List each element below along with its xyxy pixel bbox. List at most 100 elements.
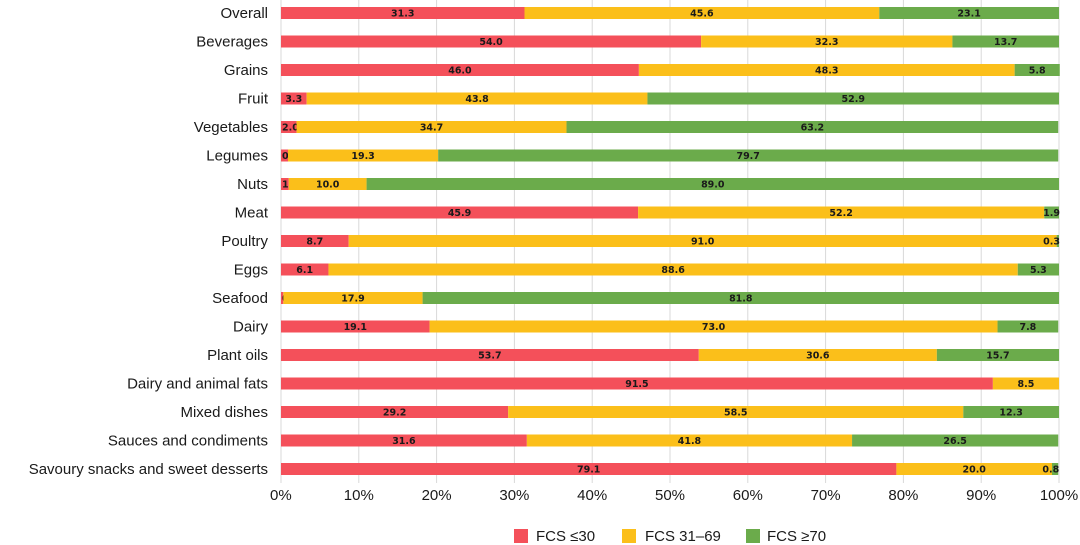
bar-segment-beverages-fcs-30 <box>281 35 702 48</box>
bar-segment-overall-fcs-31-69 <box>524 7 880 19</box>
bar-segment-plant-oils-fcs-31-69 <box>698 349 937 361</box>
category-label-sauces-and-condiments: Sauces and condiments <box>108 433 268 450</box>
bar-segment-savoury-snacks-and-sweet-desserts-fcs-70 <box>1051 463 1059 475</box>
bar-segment-fruit-fcs-70 <box>647 92 1059 105</box>
category-label-nuts: Nuts <box>237 176 268 193</box>
data-label-dairy-fcs-31-69: 73.0 <box>702 322 726 333</box>
bar-segment-poultry-fcs-31-69 <box>348 235 1057 247</box>
data-label-mixed-dishes-fcs-30: 29.2 <box>383 408 406 419</box>
bar-segment-fruit-fcs-31-69 <box>306 92 648 105</box>
data-label-sauces-and-condiments-fcs-31-69: 41.8 <box>678 436 702 447</box>
bar-segment-beverages-fcs-70 <box>952 35 1059 48</box>
legend-swatch-fcs-31-69 <box>622 529 636 543</box>
category-label-overall: Overall <box>220 5 268 22</box>
bar-segment-poultry-fcs-30 <box>281 235 349 247</box>
category-label-mixed-dishes: Mixed dishes <box>180 404 268 421</box>
data-label-seafood-fcs-31-69: 17.9 <box>341 294 364 305</box>
data-label-savoury-snacks-and-sweet-desserts-fcs-30: 79.1 <box>577 465 600 476</box>
x-tick-label: 80% <box>888 487 918 504</box>
data-label-beverages-fcs-70: 13.7 <box>994 37 1017 48</box>
bar-segment-nuts-fcs-30 <box>281 178 289 190</box>
data-label-eggs-fcs-31-69: 88.6 <box>661 265 685 276</box>
data-label-meat-fcs-31-69: 52.2 <box>829 208 852 219</box>
data-label-overall-fcs-31-69: 45.6 <box>690 9 714 20</box>
category-label-savoury-snacks-and-sweet-desserts: Savoury snacks and sweet desserts <box>29 461 268 478</box>
data-label-vegetables-fcs-30: 2.0 <box>282 123 299 134</box>
bar-segment-grains-fcs-70 <box>1014 64 1060 76</box>
bar-segment-nuts-fcs-31-69 <box>288 178 367 190</box>
bar-segment-dairy-and-animal-fats-fcs-30 <box>281 377 993 390</box>
bar-segment-plant-oils-fcs-70 <box>936 349 1059 361</box>
data-label-poultry-fcs-70: 0.3 <box>1043 237 1060 248</box>
bar-segment-mixed-dishes-fcs-70 <box>963 406 1059 418</box>
bar-segment-sauces-and-condiments-fcs-30 <box>281 434 527 447</box>
data-label-legumes-fcs-31-69: 19.3 <box>351 151 374 162</box>
data-label-mixed-dishes-fcs-70: 12.3 <box>999 408 1022 419</box>
category-label-legumes: Legumes <box>206 148 268 165</box>
data-label-eggs-fcs-70: 5.3 <box>1030 265 1047 276</box>
data-label-plant-oils-fcs-31-69: 30.6 <box>806 351 830 362</box>
legend-swatch-fcs-30 <box>514 529 528 543</box>
bar-segment-mixed-dishes-fcs-30 <box>281 406 509 418</box>
data-label-eggs-fcs-30: 6.1 <box>296 265 313 276</box>
category-labels: Overall Beverages Grains Fruit Vegetables Leg… <box>29 5 269 478</box>
data-label-seafood-fcs-70: 81.8 <box>729 294 753 305</box>
data-label-overall-fcs-30: 31.3 <box>391 9 414 20</box>
category-label-grains: Grains <box>224 62 268 79</box>
data-label-grains-fcs-70: 5.8 <box>1029 66 1046 77</box>
data-label-mixed-dishes-fcs-31-69: 58.5 <box>724 408 747 419</box>
legend-label-fcs-70: FCS ≥70 <box>767 528 826 545</box>
bar-segment-dairy-and-animal-fats-fcs-31-69 <box>992 377 1059 390</box>
bar-segment-sauces-and-condiments-fcs-70 <box>852 434 1059 447</box>
bar-segment-mixed-dishes-fcs-31-69 <box>508 406 964 418</box>
x-tick-label: 20% <box>422 487 452 504</box>
data-label-nuts-fcs-70: 89.0 <box>701 180 725 191</box>
bar-segment-meat-fcs-70 <box>1044 206 1059 219</box>
data-label-grains-fcs-30: 46.0 <box>448 66 472 77</box>
bar-segment-savoury-snacks-and-sweet-desserts-fcs-30 <box>281 463 897 475</box>
data-label-meat-fcs-70: 1.9 <box>1043 208 1060 219</box>
data-label-beverages-fcs-31-69: 32.3 <box>815 37 838 48</box>
bar-segment-poultry-fcs-70 <box>1056 235 1059 247</box>
x-tick-label: 30% <box>499 487 529 504</box>
bar-segment-seafood-fcs-70 <box>422 292 1059 304</box>
category-label-poultry: Poultry <box>221 233 268 250</box>
data-label-poultry-fcs-30: 8.7 <box>306 237 323 248</box>
data-label-plant-oils-fcs-30: 53.7 <box>478 351 501 362</box>
category-label-dairy: Dairy <box>233 319 269 336</box>
data-label-dairy-and-animal-fats-fcs-30: 91.5 <box>625 379 648 390</box>
data-label-meat-fcs-30: 45.9 <box>448 208 471 219</box>
x-tick-label: 10% <box>344 487 374 504</box>
data-label-savoury-snacks-and-sweet-desserts-fcs-70: 0.8 <box>1042 465 1059 476</box>
data-label-savoury-snacks-and-sweet-desserts-fcs-31-69: 20.0 <box>962 465 986 476</box>
category-label-meat: Meat <box>235 205 269 222</box>
category-label-seafood: Seafood <box>212 290 268 307</box>
bar-segment-beverages-fcs-31-69 <box>701 35 953 48</box>
x-tick-label: 60% <box>733 487 763 504</box>
bar-segment-eggs-fcs-70 <box>1017 263 1059 276</box>
legend-label-fcs-31-69: FCS 31–69 <box>645 528 721 545</box>
data-label-dairy-fcs-30: 19.1 <box>344 322 367 333</box>
category-label-plant-oils: Plant oils <box>207 347 268 364</box>
bars: 31.3 45.6 23.1 54.0 32.3 13.7 46.0 48.3 5.8 3.3 43… <box>281 7 1060 476</box>
bar-segment-legumes-fcs-70 <box>438 149 1059 162</box>
category-label-dairy-and-animal-fats: Dairy and animal fats <box>127 376 268 393</box>
data-label-dairy-fcs-70: 7.8 <box>1019 322 1036 333</box>
x-tick-label: 100% <box>1040 487 1078 504</box>
data-label-plant-oils-fcs-70: 15.7 <box>986 351 1009 362</box>
bar-segment-dairy-fcs-70 <box>997 320 1059 333</box>
bar-segment-plant-oils-fcs-30 <box>281 349 699 361</box>
x-tick-label: 70% <box>811 487 841 504</box>
data-label-grains-fcs-31-69: 48.3 <box>815 66 838 77</box>
bar-segment-meat-fcs-31-69 <box>638 206 1045 219</box>
bar-segment-grains-fcs-31-69 <box>638 64 1015 76</box>
data-label-legumes-fcs-70: 79.7 <box>736 151 759 162</box>
bar-segment-dairy-fcs-30 <box>281 320 430 333</box>
data-label-fruit-fcs-70: 52.9 <box>841 94 864 105</box>
bar-segment-vegetables-fcs-70 <box>566 121 1059 133</box>
data-label-beverages-fcs-30: 54.0 <box>479 37 503 48</box>
bar-segment-eggs-fcs-30 <box>281 263 329 276</box>
bar-segment-meat-fcs-30 <box>281 206 639 219</box>
bar-segment-seafood-fcs-31-69 <box>283 292 423 304</box>
x-tick-label: 40% <box>577 487 607 504</box>
